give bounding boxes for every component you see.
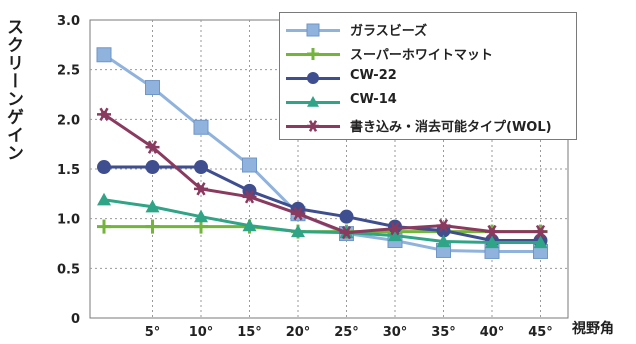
- data-point: [388, 228, 402, 242]
- legend-item: 書き込み・消去可能タイプ(WOL): [286, 115, 574, 137]
- data-point: [194, 160, 208, 175]
- data-point: [97, 160, 111, 175]
- y-axis-label: スクリーンゲイン: [3, 18, 23, 162]
- legend-item: CW-22: [286, 67, 574, 89]
- y-tick-label: 3.0: [57, 14, 80, 29]
- data-point: [242, 157, 257, 173]
- legend-label: 書き込み・消去可能タイプ(WOL): [350, 120, 552, 135]
- y-tick-label: 1.0: [57, 213, 80, 228]
- series-5: [97, 107, 548, 240]
- data-point: [485, 224, 499, 239]
- data-point: [485, 235, 499, 249]
- data-point: [436, 234, 451, 248]
- x-tick-label: 10°: [189, 325, 214, 340]
- x-tick-label: 25°: [334, 325, 359, 340]
- y-tick-label: 0: [71, 312, 80, 327]
- legend-label: スーパーホワイトマット: [350, 48, 493, 63]
- legend-label: CW-22: [350, 68, 397, 83]
- x-tick-label: 5°: [145, 325, 161, 340]
- y-axis-ticks: 0 0.5 1.0 1.5 2.0 2.5 3.0: [57, 14, 80, 327]
- legend-marker-icon: [307, 96, 319, 107]
- data-point: [145, 160, 160, 175]
- y-tick-label: 0.5: [57, 262, 80, 277]
- data-point: [339, 209, 354, 224]
- legend-marker-icon: [307, 72, 319, 84]
- data-point: [307, 96, 319, 107]
- y-tick-label: 2.0: [57, 113, 80, 128]
- data-point: [307, 48, 319, 60]
- data-point: [145, 219, 160, 234]
- data-point: [193, 119, 209, 135]
- data-point: [194, 182, 208, 196]
- data-point: [97, 192, 111, 206]
- data-point: [194, 209, 208, 223]
- data-point: [242, 218, 257, 232]
- data-point: [97, 107, 111, 122]
- x-tick-label: 35°: [431, 325, 456, 340]
- data-point: [533, 235, 548, 249]
- x-axis-ticks: 5° 10° 15° 20° 25° 30° 35° 40° 45°: [145, 325, 553, 340]
- data-point: [145, 140, 160, 154]
- y-tick-label: 1.5: [57, 163, 80, 178]
- legend-marker-icon: [306, 23, 320, 37]
- data-point: [339, 225, 354, 240]
- data-point: [533, 224, 548, 239]
- x-tick-label: 45°: [528, 325, 553, 340]
- data-point: [306, 23, 320, 37]
- series-line: [103, 113, 541, 235]
- series-layer: [96, 47, 548, 259]
- legend-label: ガラスビーズ: [350, 24, 428, 39]
- x-tick-label: 15°: [237, 325, 262, 340]
- data-point: [436, 218, 451, 233]
- legend-item: ガラスビーズ: [286, 19, 574, 41]
- legend-marker-icon: [307, 120, 319, 132]
- x-tick-label: 40°: [480, 325, 505, 340]
- data-point: [291, 207, 305, 221]
- legend-item: スーパーホワイトマット: [286, 43, 574, 65]
- data-point: [145, 199, 160, 213]
- data-point: [242, 183, 257, 198]
- x-tick-label: 20°: [286, 325, 311, 340]
- legend-label: CW-14: [350, 92, 397, 107]
- y-tick-label: 2.5: [57, 64, 80, 79]
- legend-item: CW-14: [286, 91, 574, 113]
- data-point: [242, 190, 257, 204]
- data-point: [307, 120, 319, 132]
- data-point: [145, 80, 160, 96]
- data-point: [388, 221, 402, 236]
- legend-marker-icon: [307, 48, 319, 60]
- data-point: [307, 72, 319, 84]
- legend: ガラスビーズスーパーホワイトマット CW-22 CW-14 書き込み・消去可能タイプ(…: [279, 12, 577, 140]
- data-point: [97, 219, 111, 234]
- x-axis-label: 視野角: [572, 321, 614, 337]
- data-point: [96, 47, 112, 63]
- x-tick-label: 30°: [383, 325, 408, 340]
- series-4: [97, 192, 548, 249]
- data-point: [291, 224, 305, 238]
- series-line: [103, 198, 541, 245]
